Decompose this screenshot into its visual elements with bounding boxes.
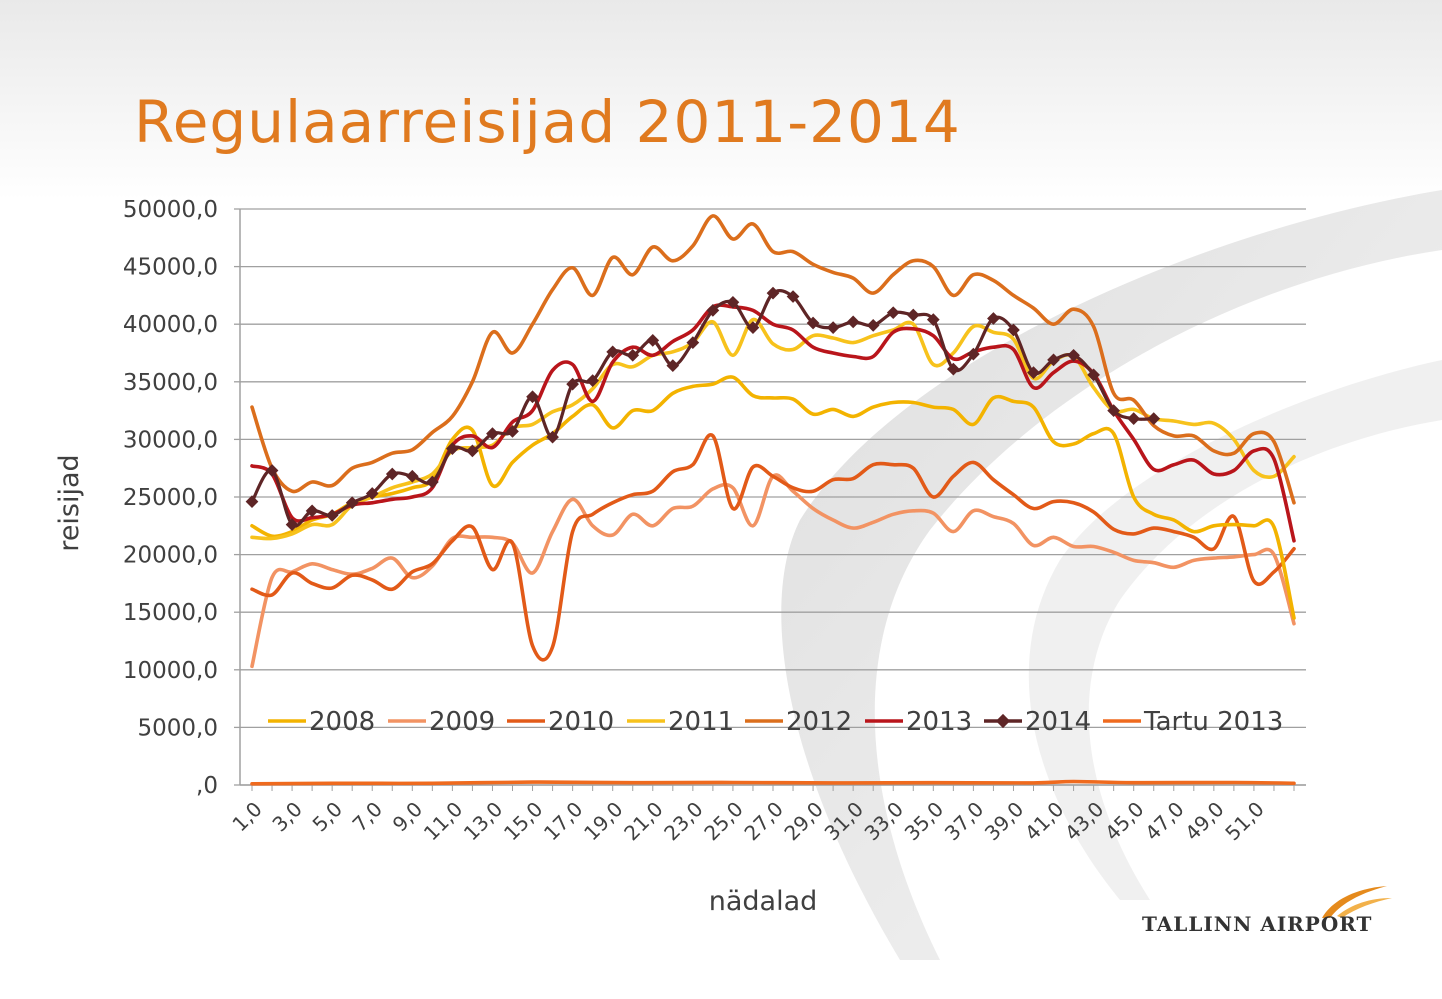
legend-item-2009: 2009 [388, 707, 495, 737]
y-tick-label: 25000,0 [123, 485, 218, 511]
legend-item-2008: 2008 [268, 707, 375, 737]
legend-label: Tartu 2013 [1143, 707, 1283, 737]
legend-item-2011: 2011 [627, 707, 734, 737]
legend: 2008 2009 2010 2011 2012 2013 2014 Tartu 2013 [268, 707, 1283, 737]
point-2014 [846, 315, 860, 329]
x-tick-label: 49,0 [1180, 797, 1228, 845]
point-2014 [345, 496, 359, 510]
legend-label: 2008 [309, 707, 375, 737]
x-tick-label: 29,0 [779, 797, 827, 845]
x-tick-label: 15,0 [499, 797, 547, 845]
point-2014 [826, 321, 840, 335]
point-2014 [385, 467, 399, 481]
x-tick-label: 33,0 [860, 797, 908, 845]
y-tick-label: 20000,0 [123, 543, 218, 569]
y-axis-title: reisijad [54, 454, 85, 551]
legend-item-2013: 2013 [865, 707, 972, 737]
y-tick-label: ,0 [196, 773, 218, 799]
x-tick-label: 19,0 [579, 797, 627, 845]
tallinn-airport-logo: TALLINN AIRPORT [1142, 880, 1402, 950]
series-line-2012 [250, 214, 1296, 505]
point-2014 [1127, 412, 1141, 426]
series-line-tartu-2013 [250, 779, 1296, 786]
series-lines [245, 214, 1296, 786]
legend-label: 2012 [786, 707, 852, 737]
y-tick-label: 5000,0 [138, 715, 218, 741]
point-2014 [265, 464, 279, 477]
y-tick-label: 15000,0 [123, 600, 218, 626]
series-line-2013 [250, 303, 1296, 543]
legend-item-2010: 2010 [507, 707, 614, 737]
x-tick-label: 7,0 [348, 797, 387, 836]
x-tick-label: 23,0 [659, 797, 707, 845]
point-2014 [906, 308, 920, 322]
legend-item-2014: 2014 [984, 707, 1091, 737]
x-tick-label: 39,0 [980, 797, 1028, 845]
legend-label: 2013 [906, 707, 972, 737]
x-tick-label: 5,0 [308, 797, 347, 836]
legend-item-2012: 2012 [745, 707, 852, 737]
point-2014 [446, 442, 459, 455]
point-2014 [245, 495, 259, 508]
x-tick-label: 35,0 [900, 797, 948, 845]
x-tick-label: 45,0 [1100, 797, 1148, 845]
y-tick-label: 45000,0 [123, 255, 218, 281]
x-tick-label: 11,0 [419, 797, 467, 845]
legend-item-tartu-2013: Tartu 2013 [1103, 707, 1283, 737]
x-tick-label: 31,0 [820, 797, 868, 845]
point-2014 [425, 475, 439, 489]
x-tick-label: 25,0 [699, 797, 747, 845]
y-tick-label: 40000,0 [123, 312, 218, 338]
x-tick-label: 3,0 [267, 797, 306, 836]
legend-marker [995, 713, 1011, 729]
legend-label: 2009 [429, 707, 495, 737]
x-tick-label: 27,0 [739, 797, 787, 845]
point-2014 [466, 444, 479, 458]
x-tick-label: 37,0 [940, 797, 988, 845]
y-tick-label: 30000,0 [123, 427, 218, 453]
legend-label: 2010 [548, 707, 614, 737]
point-2014 [305, 504, 319, 518]
series-line-2010 [250, 432, 1296, 662]
point-2014 [486, 427, 499, 441]
point-2014 [886, 306, 900, 320]
x-axis-title: nädalad [709, 886, 818, 917]
x-tick-label: 51,0 [1220, 797, 1268, 845]
point-2014 [866, 318, 880, 332]
x-tick-label: 13,0 [459, 797, 507, 845]
legend-label: 2011 [668, 707, 734, 737]
x-tick-label: 17,0 [539, 797, 587, 845]
x-tick-label: 47,0 [1140, 797, 1188, 845]
y-tick-label: 10000,0 [123, 658, 218, 684]
x-tick-label: 43,0 [1060, 797, 1108, 845]
legend-label: 2014 [1025, 707, 1091, 737]
point-2014 [365, 487, 379, 500]
y-tick-label: 35000,0 [123, 370, 218, 396]
x-tick-label: 41,0 [1020, 797, 1068, 845]
logo-text: TALLINN AIRPORT [1142, 912, 1373, 936]
y-tick-label: 50000,0 [123, 197, 218, 223]
x-tick-label: 1,0 [227, 797, 266, 836]
series-line-2014 [250, 289, 1156, 528]
point-2014 [405, 469, 419, 483]
slide-title: Regulaarreisijad 2011-2014 [134, 88, 961, 156]
x-tick-label: 21,0 [619, 797, 667, 845]
series-line-2011 [250, 317, 1296, 541]
